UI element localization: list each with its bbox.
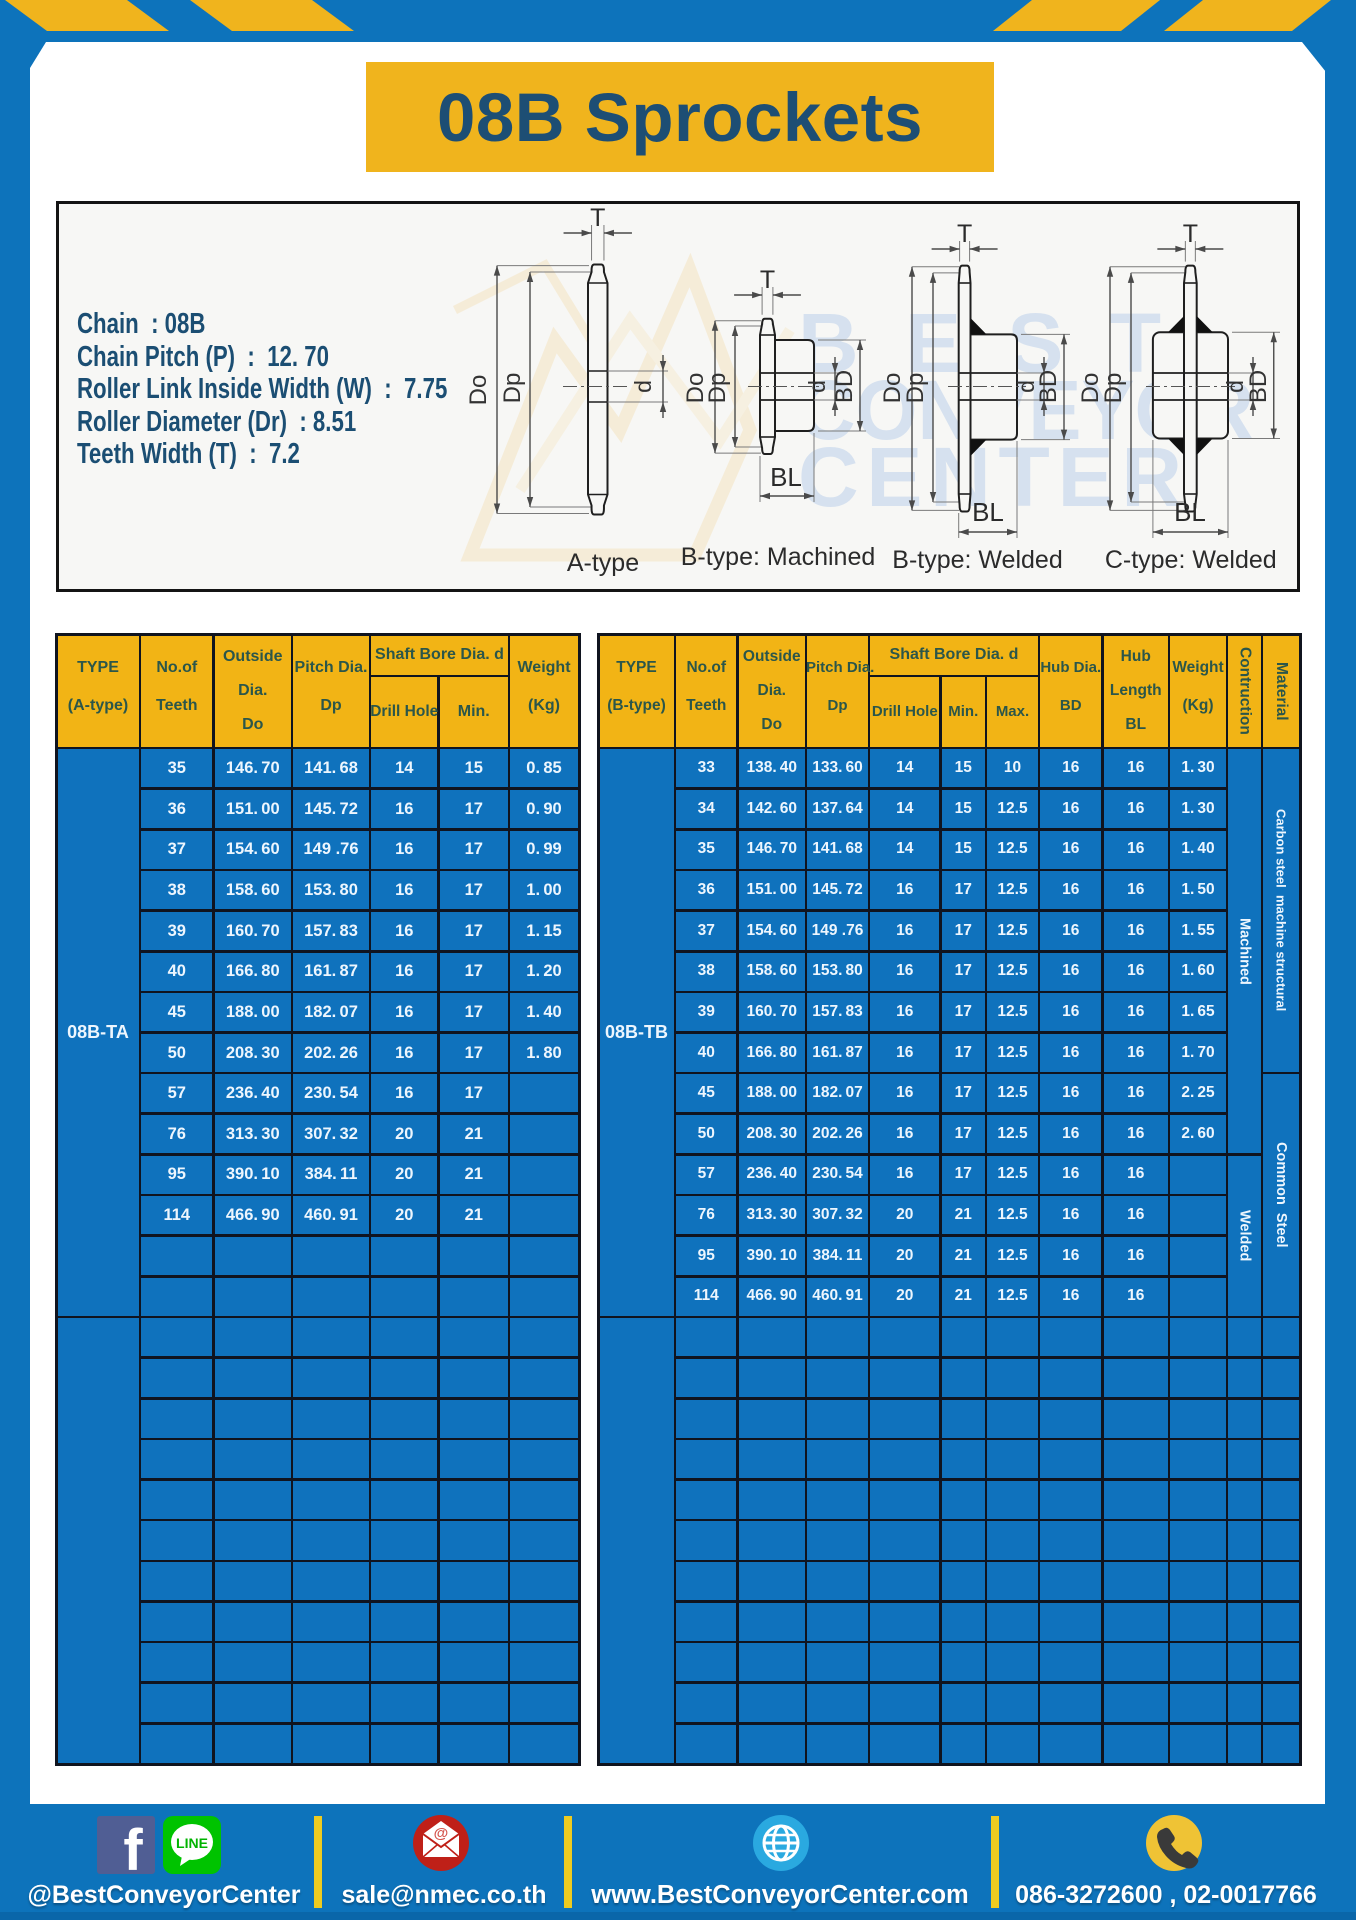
- svg-text:A-type: A-type: [567, 549, 639, 577]
- svg-text:d: d: [1013, 380, 1039, 393]
- svg-text:BL: BL: [770, 462, 802, 492]
- svg-text:T: T: [590, 204, 605, 232]
- svg-text:Dp: Dp: [704, 373, 731, 404]
- svg-text:BL: BL: [972, 497, 1004, 527]
- svg-text:Dp: Dp: [499, 373, 526, 404]
- svg-text:T: T: [1183, 220, 1198, 248]
- svg-text:B-type: Machined: B-type: Machined: [681, 543, 876, 571]
- svg-text:d: d: [630, 380, 656, 393]
- svg-text:T: T: [760, 266, 775, 294]
- svg-text:BD: BD: [1035, 370, 1062, 403]
- svg-text:C-type: Welded: C-type: Welded: [1105, 546, 1277, 574]
- svg-text:f: f: [123, 1818, 143, 1883]
- svg-text:Do: Do: [465, 375, 492, 406]
- svg-text:T: T: [957, 220, 972, 248]
- svg-text:Dp: Dp: [902, 373, 929, 404]
- svg-text:LINE: LINE: [176, 1835, 208, 1851]
- svg-text:BD: BD: [1245, 370, 1272, 403]
- svg-text:Do: Do: [879, 373, 906, 404]
- svg-text:d: d: [1222, 380, 1248, 393]
- svg-text:@: @: [434, 1825, 449, 1842]
- svg-text:B-type: Welded: B-type: Welded: [892, 546, 1062, 574]
- svg-text:Do: Do: [1077, 373, 1104, 404]
- svg-text:BD: BD: [831, 370, 858, 403]
- svg-text:Do: Do: [682, 373, 709, 404]
- svg-text:d: d: [804, 380, 830, 393]
- svg-text:BL: BL: [1174, 497, 1206, 527]
- svg-text:Dp: Dp: [1100, 373, 1127, 404]
